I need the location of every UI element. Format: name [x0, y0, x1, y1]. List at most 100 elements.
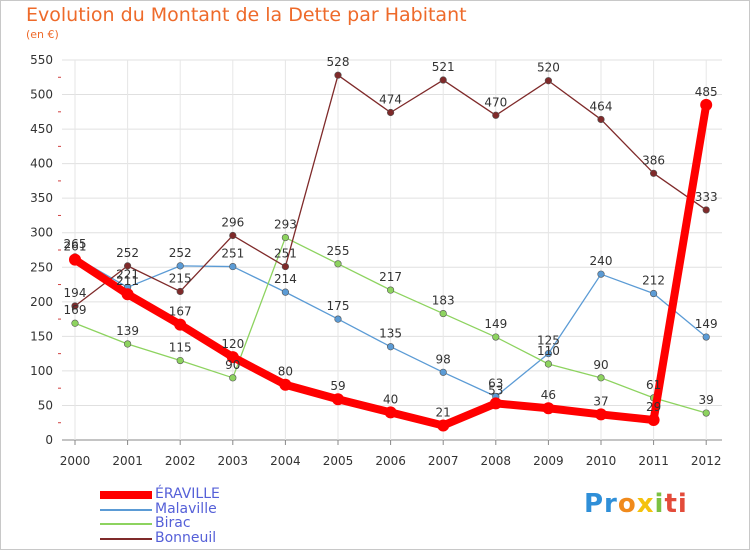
x-tick-label: 2003 — [218, 454, 249, 468]
data-label: 261 — [64, 240, 87, 254]
data-point — [229, 374, 237, 382]
data-point — [649, 289, 658, 298]
y-tick-label: 100 — [30, 364, 53, 378]
data-point — [544, 77, 553, 85]
legend-label: Malaville — [155, 500, 217, 517]
y-tick-label: 50 — [38, 398, 53, 412]
data-label: 115 — [169, 341, 192, 355]
data-point — [123, 262, 132, 270]
data-label: 470 — [484, 95, 507, 109]
y-tick-label: 500 — [30, 88, 53, 102]
data-label: 252 — [116, 246, 139, 260]
data-label: 175 — [327, 299, 350, 313]
data-point — [387, 108, 395, 117]
logo-part-2: o — [617, 489, 637, 519]
chart-title: Evolution du Montant de la Dette par Hab… — [26, 4, 467, 26]
data-point — [229, 262, 237, 271]
data-label: 46 — [541, 388, 556, 402]
legend-swatch — [100, 537, 152, 540]
data-point — [334, 71, 342, 79]
data-label: 90 — [593, 358, 608, 372]
data-label: 521 — [432, 60, 455, 74]
data-point — [544, 360, 553, 368]
data-label: 183 — [432, 294, 455, 308]
data-point — [595, 408, 607, 421]
data-label: 135 — [379, 327, 402, 341]
data-label: 528 — [327, 55, 350, 69]
data-label: 53 — [488, 383, 503, 397]
data-label: 90 — [225, 358, 240, 372]
data-label: 125 — [537, 334, 560, 348]
data-point — [439, 76, 447, 84]
legend-label: Bonneuil — [155, 529, 217, 546]
data-label: 63 — [488, 376, 503, 390]
logo-part-4: i — [654, 489, 665, 519]
data-label: 37 — [593, 394, 608, 408]
data-point — [597, 115, 605, 124]
data-label: 221 — [116, 267, 139, 281]
data-label: 214 — [274, 272, 297, 286]
y-tick-label: 550 — [30, 53, 53, 67]
data-label: 217 — [379, 270, 402, 284]
data-label: 215 — [169, 271, 192, 285]
data-label: 474 — [379, 93, 402, 107]
data-point — [332, 393, 344, 406]
legend-swatch — [100, 523, 152, 525]
data-label: 149 — [484, 317, 507, 331]
data-point — [384, 406, 397, 419]
data-point — [649, 169, 658, 177]
data-label: 167 — [169, 305, 192, 319]
data-label: 255 — [327, 244, 350, 258]
data-point — [439, 309, 447, 318]
data-point — [174, 318, 187, 331]
data-label: 251 — [221, 247, 244, 261]
data-label: 139 — [116, 324, 139, 338]
data-label: 333 — [695, 190, 718, 204]
x-tick-label: 2009 — [533, 454, 564, 468]
legend-swatch — [100, 508, 152, 511]
data-point — [176, 356, 184, 365]
data-label: 120 — [221, 337, 244, 351]
data-point — [700, 98, 713, 111]
data-point — [437, 419, 450, 432]
x-tick-label: 2012 — [691, 454, 722, 468]
data-label: 59 — [330, 379, 345, 393]
data-point — [71, 319, 79, 327]
data-point — [69, 253, 81, 266]
data-point — [647, 413, 660, 426]
data-point — [334, 260, 342, 268]
y-tick-label: 350 — [30, 191, 53, 205]
x-tick-label: 2008 — [481, 454, 512, 468]
data-point — [281, 233, 290, 242]
data-point — [123, 340, 132, 348]
y-tick-label: 450 — [30, 122, 53, 136]
data-point — [281, 288, 290, 296]
data-label: 194 — [64, 286, 87, 300]
proxiti-logo: Proxiti — [584, 489, 688, 519]
data-label: 149 — [695, 317, 718, 331]
data-label: 293 — [274, 218, 297, 232]
data-point — [279, 378, 292, 391]
data-label: 251 — [274, 247, 297, 261]
y-tick-label: 400 — [30, 157, 53, 171]
x-tick-label: 2011 — [638, 454, 669, 468]
data-label: 110 — [537, 344, 560, 358]
x-tick-label: 2010 — [586, 454, 617, 468]
data-point — [492, 333, 500, 341]
data-point — [544, 350, 553, 358]
data-label: 386 — [642, 153, 665, 167]
data-label: 211 — [116, 274, 139, 288]
data-point — [281, 262, 290, 271]
y-tick-label: 150 — [30, 329, 53, 343]
data-label: 29 — [646, 400, 661, 414]
data-point — [439, 368, 447, 376]
x-tick-label: 2006 — [375, 454, 406, 468]
chart-subtitle: (en €) — [26, 28, 59, 41]
y-tick-label: 250 — [30, 260, 53, 274]
data-label: 80 — [278, 365, 293, 379]
legend-label: ÉRAVILLE — [155, 486, 220, 502]
data-point — [597, 270, 605, 278]
logo-part-5: ti — [664, 489, 688, 519]
